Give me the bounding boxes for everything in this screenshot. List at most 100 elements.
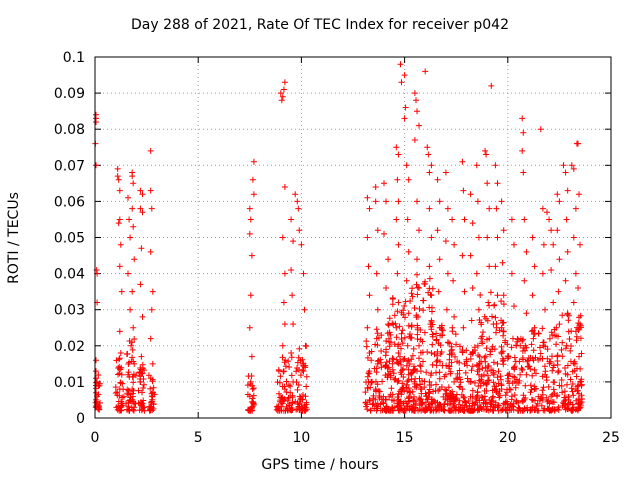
data-point: [504, 404, 511, 411]
data-point: [372, 184, 379, 190]
data-point: [548, 227, 555, 234]
data-point: [445, 407, 452, 414]
data-point: [451, 313, 458, 320]
data-point: [138, 245, 145, 252]
x-tick-label: 25: [602, 430, 620, 446]
data-point: [389, 320, 396, 327]
data-point: [424, 144, 431, 151]
data-point: [385, 371, 392, 378]
data-point: [448, 343, 455, 350]
data-point: [481, 387, 488, 394]
data-point: [459, 386, 466, 393]
data-point: [480, 380, 487, 387]
data-point: [460, 324, 467, 331]
data-point: [490, 379, 497, 386]
data-point: [543, 377, 550, 384]
data-point: [391, 312, 398, 319]
data-point: [490, 370, 497, 377]
data-point: [476, 397, 483, 404]
data-point: [416, 406, 423, 413]
data-point: [523, 248, 530, 255]
data-point: [423, 392, 430, 399]
data-point: [570, 234, 577, 241]
data-point: [370, 392, 377, 399]
data-point: [489, 387, 496, 394]
data-point: [140, 385, 147, 391]
data-point: [405, 371, 412, 378]
data-point: [373, 335, 380, 342]
data-point: [148, 398, 155, 405]
data-point: [477, 292, 484, 298]
data-point: [550, 299, 557, 306]
data-point: [283, 403, 290, 410]
data-point: [571, 360, 578, 367]
data-point: [463, 347, 470, 354]
data-point: [246, 393, 253, 400]
data-point: [400, 366, 407, 372]
data-point: [125, 194, 131, 201]
data-point: [95, 372, 102, 378]
data-point: [414, 256, 420, 263]
data-point: [443, 306, 450, 313]
data-point: [449, 216, 456, 223]
data-point: [535, 330, 542, 337]
data-point: [402, 104, 409, 111]
data-point: [519, 355, 526, 361]
data-point: [377, 407, 384, 414]
data-point: [500, 400, 507, 407]
data-point: [549, 332, 556, 338]
data-point: [281, 321, 288, 328]
data-point: [250, 392, 257, 399]
data-point: [508, 406, 515, 413]
data-point: [407, 331, 413, 337]
data-point: [426, 285, 433, 292]
data-point: [573, 373, 580, 380]
data-point: [479, 339, 486, 345]
data-point: [529, 372, 536, 379]
data-point: [513, 342, 520, 349]
data-point: [485, 363, 492, 369]
data-point: [549, 353, 555, 360]
data-point: [93, 404, 99, 411]
data-point: [411, 378, 418, 385]
data-point: [479, 333, 486, 340]
data-point: [280, 368, 287, 375]
data-point: [523, 310, 530, 317]
data-point: [379, 378, 386, 385]
data-point: [395, 241, 402, 248]
data-point: [405, 357, 412, 364]
data-point: [456, 359, 463, 366]
y-tick-label: 0: [76, 411, 85, 427]
data-point: [406, 394, 413, 401]
data-point: [550, 241, 557, 248]
data-point: [478, 393, 485, 400]
data-point: [362, 389, 369, 396]
data-point: [554, 191, 561, 198]
y-tick-label: 0.03: [54, 303, 85, 319]
data-point: [129, 354, 136, 361]
data-point: [137, 281, 144, 288]
data-point: [137, 373, 144, 380]
data-point: [570, 360, 577, 367]
data-point: [273, 403, 280, 410]
data-point: [567, 347, 574, 354]
data-point: [494, 360, 501, 367]
data-point: [118, 288, 125, 295]
data-point: [499, 259, 506, 266]
data-point: [116, 216, 123, 223]
data-point: [296, 345, 303, 352]
data-point: [403, 362, 410, 369]
data-point: [398, 336, 405, 342]
data-point: [521, 216, 528, 223]
data-point: [576, 314, 582, 321]
data-point: [93, 382, 99, 389]
data-point: [475, 306, 482, 313]
data-point: [288, 216, 295, 223]
data-point: [450, 393, 457, 400]
data-point: [416, 355, 422, 362]
data-point: [473, 396, 480, 403]
data-point: [294, 359, 301, 366]
data-point: [529, 292, 536, 299]
data-point: [409, 352, 416, 359]
data-point: [373, 270, 380, 277]
